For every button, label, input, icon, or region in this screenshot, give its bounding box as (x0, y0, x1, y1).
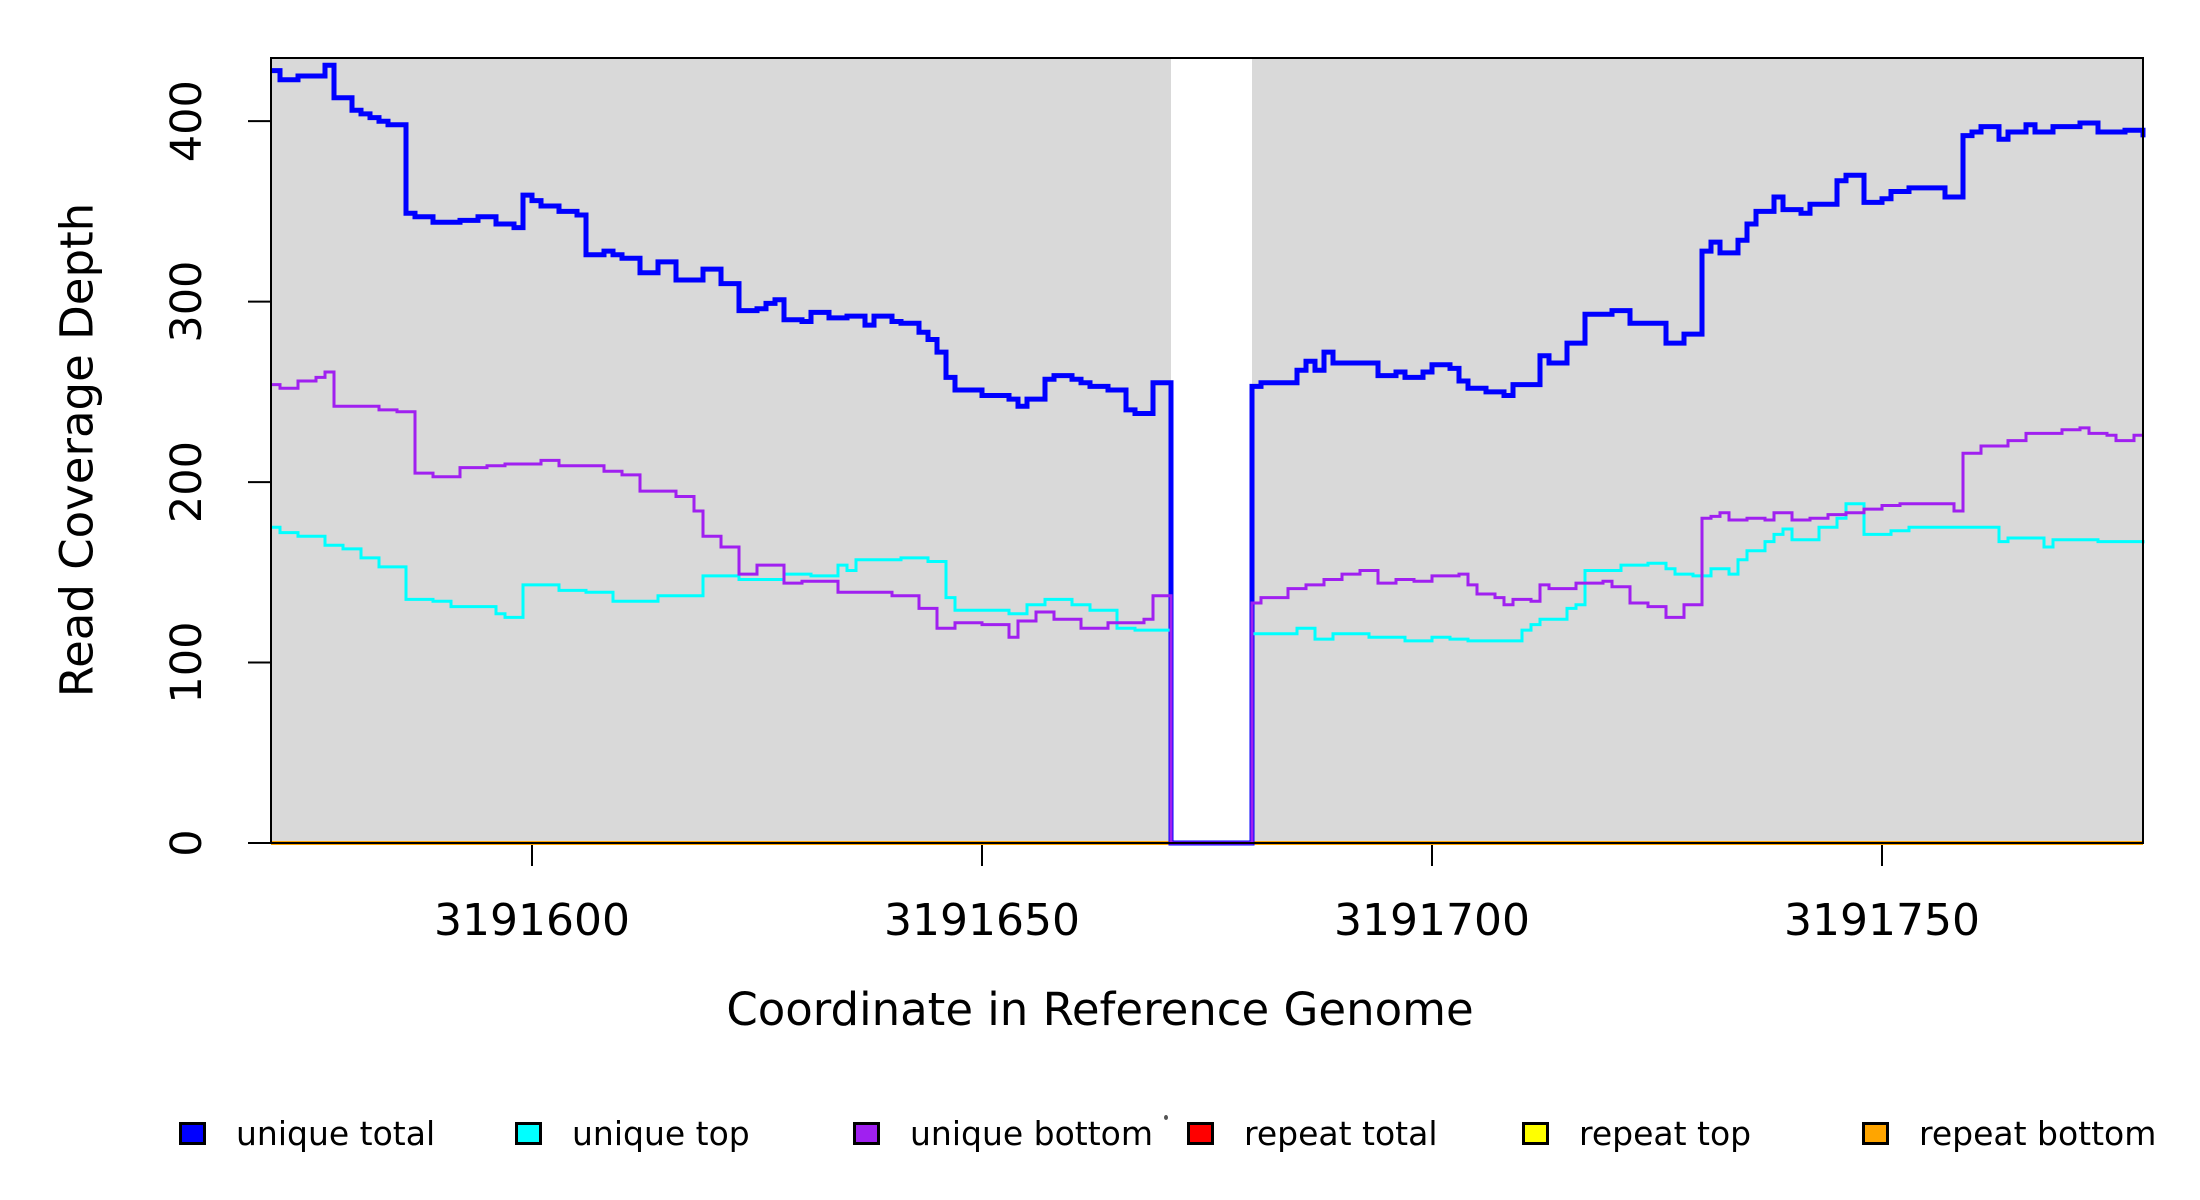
x-tick-label: 3191600 (434, 895, 630, 946)
legend-label: unique total (236, 1113, 436, 1153)
x-tick-label: 3191650 (884, 895, 1080, 946)
series-unique-top (271, 502, 2145, 845)
legend-entry-unique-bottom: unique bottom (853, 1108, 1153, 1158)
series-unique-bottom (271, 370, 2143, 845)
unique-total-swatch-icon (179, 1121, 206, 1145)
legend-entry-unique-top: unique top (515, 1108, 750, 1158)
legend-label: repeat total (1244, 1113, 1438, 1153)
stray-mark (1164, 1115, 1168, 1120)
unique-top-swatch-icon (515, 1121, 542, 1145)
series-unique-total (271, 62, 2146, 846)
legend-entry-unique-total: unique total (179, 1108, 435, 1158)
x-tick-label: 3191700 (1334, 895, 1530, 946)
legend: unique total unique top unique bottom re… (0, 1108, 2200, 1168)
y-tick-label: 300 (162, 261, 212, 343)
unique-bottom-swatch-icon (853, 1121, 880, 1145)
plot-background-left (271, 58, 1171, 843)
legend-entry-repeat-total: repeat total (1187, 1108, 1438, 1158)
y-axis-title: Read Coverage Depth (50, 202, 104, 698)
legend-label: repeat bottom (1919, 1113, 2157, 1153)
legend-entry-repeat-bottom: repeat bottom (1862, 1108, 2156, 1158)
y-tick-label: 200 (162, 441, 212, 523)
repeat-top-swatch-icon (1522, 1121, 1549, 1145)
y-tick-label: 0 (162, 829, 212, 856)
x-tick-label: 3191750 (1784, 895, 1980, 946)
legend-label: repeat top (1579, 1113, 1752, 1153)
repeat-bottom-swatch-icon (1862, 1121, 1889, 1145)
plot-background-right (1252, 58, 2143, 843)
y-tick-label: 100 (162, 622, 212, 704)
repeat-total-swatch-icon (1187, 1121, 1214, 1145)
x-axis-title: Coordinate in Reference Genome (726, 983, 1474, 1036)
y-tick-label: 400 (162, 80, 212, 162)
legend-label: unique top (572, 1113, 750, 1153)
legend-label: unique bottom (910, 1113, 1154, 1153)
legend-entry-repeat-top: repeat top (1522, 1108, 1751, 1158)
plot-border (270, 57, 2144, 844)
